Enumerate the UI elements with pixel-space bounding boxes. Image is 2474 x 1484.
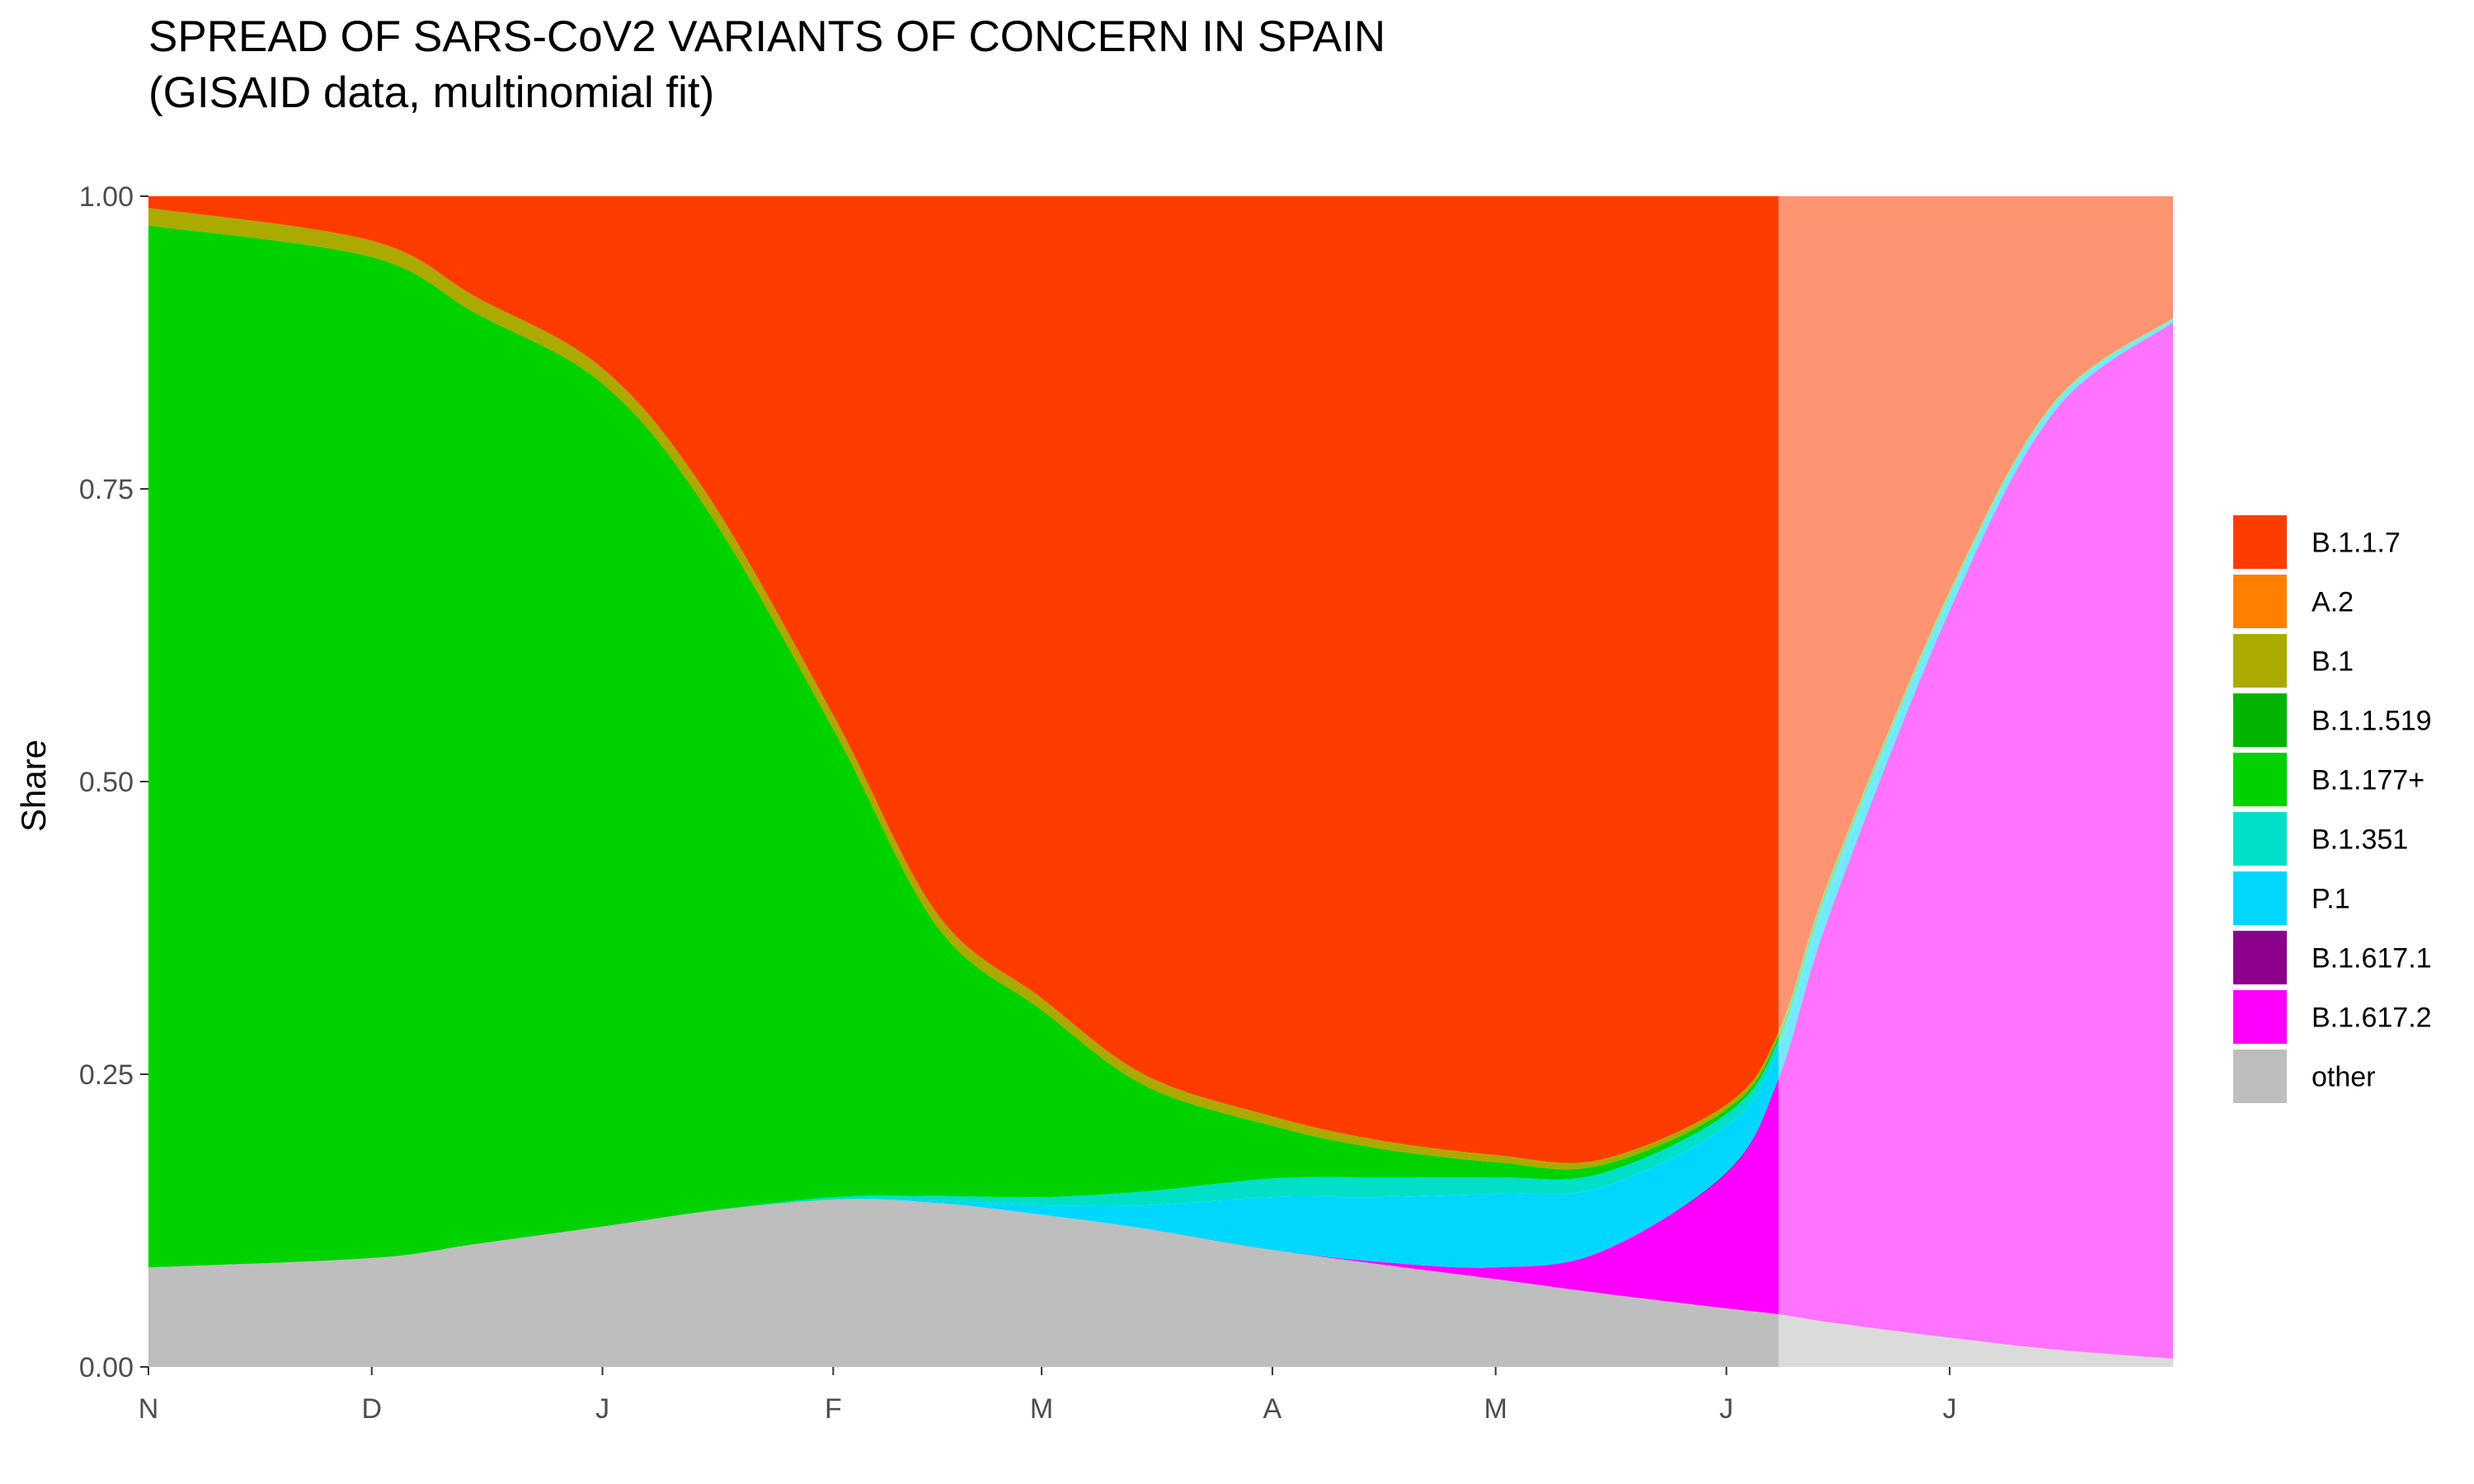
- area-b-1-617-2: [148, 322, 2173, 1360]
- legend-label-a-2: A.2: [2312, 587, 2354, 618]
- y-tick-label: 0.75: [79, 474, 134, 505]
- legend-label-b-1-1-7: B.1.1.7: [2312, 528, 2401, 559]
- legend-key-a-2: [2233, 575, 2287, 628]
- legend-label-other: other: [2312, 1062, 2376, 1093]
- legend-key-b-1-1-519: [2233, 693, 2287, 747]
- x-tick-label: D: [361, 1393, 382, 1425]
- chart-subtitle: (GISAID data, multinomial fit): [148, 68, 714, 117]
- y-tick-label: 0.00: [79, 1352, 134, 1383]
- x-tick-label: F: [825, 1393, 842, 1425]
- legend-label-b-1: B.1: [2312, 646, 2354, 678]
- x-tick-label: J: [1943, 1393, 1957, 1425]
- x-tick-label: J: [595, 1393, 609, 1425]
- legend-key-other: [2233, 1050, 2287, 1103]
- legend-label-b-1-617-2: B.1.617.2: [2312, 1003, 2432, 1034]
- x-tick-label: J: [1719, 1393, 1733, 1425]
- legend-key-b-1: [2233, 634, 2287, 688]
- area-other: [148, 1199, 2173, 1367]
- x-tick-label: N: [139, 1393, 159, 1425]
- legend-key-b-1-1-7: [2233, 515, 2287, 569]
- legend-key-b-1-351: [2233, 812, 2287, 866]
- legend: B.1.1.7 A.2 B.1 B.1.1.519 B.1.177+ B.1.351 P.1…: [2233, 515, 2432, 1103]
- y-tick-label: 0.50: [79, 767, 134, 798]
- forecast-shading: [1778, 196, 2173, 1367]
- legend-key-b-1-177: [2233, 753, 2287, 806]
- legend-label-b-1-617-1: B.1.617.1: [2312, 943, 2432, 974]
- legend-key-b-1-617-2: [2233, 990, 2287, 1044]
- legend-label-p-1: P.1: [2312, 884, 2350, 915]
- y-tick-label: 1.00: [79, 181, 134, 213]
- y-axis: 0.00 0.25 0.50 0.75 1.00: [79, 181, 148, 1383]
- x-tick-label: A: [1263, 1393, 1282, 1425]
- area-b-1-1-7: [148, 196, 2173, 1163]
- legend-label-b-1-1-519: B.1.1.519: [2312, 706, 2432, 737]
- y-axis-label: Share: [14, 740, 53, 832]
- legend-label-b-1-177: B.1.177+: [2312, 765, 2425, 796]
- area-b-1-177: [148, 225, 2173, 1268]
- legend-key-b-1-617-1: [2233, 931, 2287, 984]
- x-tick-label: M: [1030, 1393, 1053, 1425]
- stacked-areas: [148, 196, 2173, 1367]
- y-tick-label: 0.25: [79, 1059, 134, 1091]
- x-tick-label: M: [1484, 1393, 1507, 1425]
- chart-title: SPREAD OF SARS-CoV2 VARIANTS OF CONCERN …: [148, 12, 1385, 61]
- legend-key-p-1: [2233, 871, 2287, 925]
- legend-label-b-1-351: B.1.351: [2312, 824, 2408, 856]
